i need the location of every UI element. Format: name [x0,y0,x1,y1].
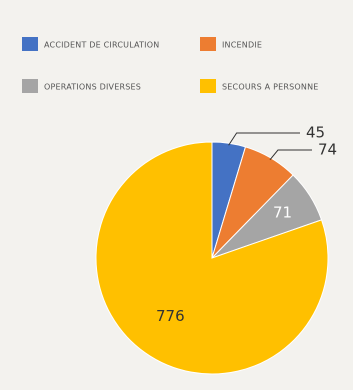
legend-label: OPERATIONS DIVERSES [44,83,141,92]
pie-slice [95,141,329,375]
value-label: 45 [306,124,325,142]
leader-line [269,149,312,161]
value-label: 71 [273,204,292,222]
legend-label: INCENDIE [222,41,262,50]
legend-label: SECOURS A PERSONNE [222,83,319,92]
legend-swatch [22,79,38,93]
legend-swatch [22,37,38,51]
legend-swatch [200,37,216,51]
leader-line [228,132,300,146]
value-label: 74 [318,141,337,159]
value-label: 776 [156,307,185,325]
legend-label: ACCIDENT DE CIRCULATION [44,41,159,50]
legend-swatch [200,79,216,93]
